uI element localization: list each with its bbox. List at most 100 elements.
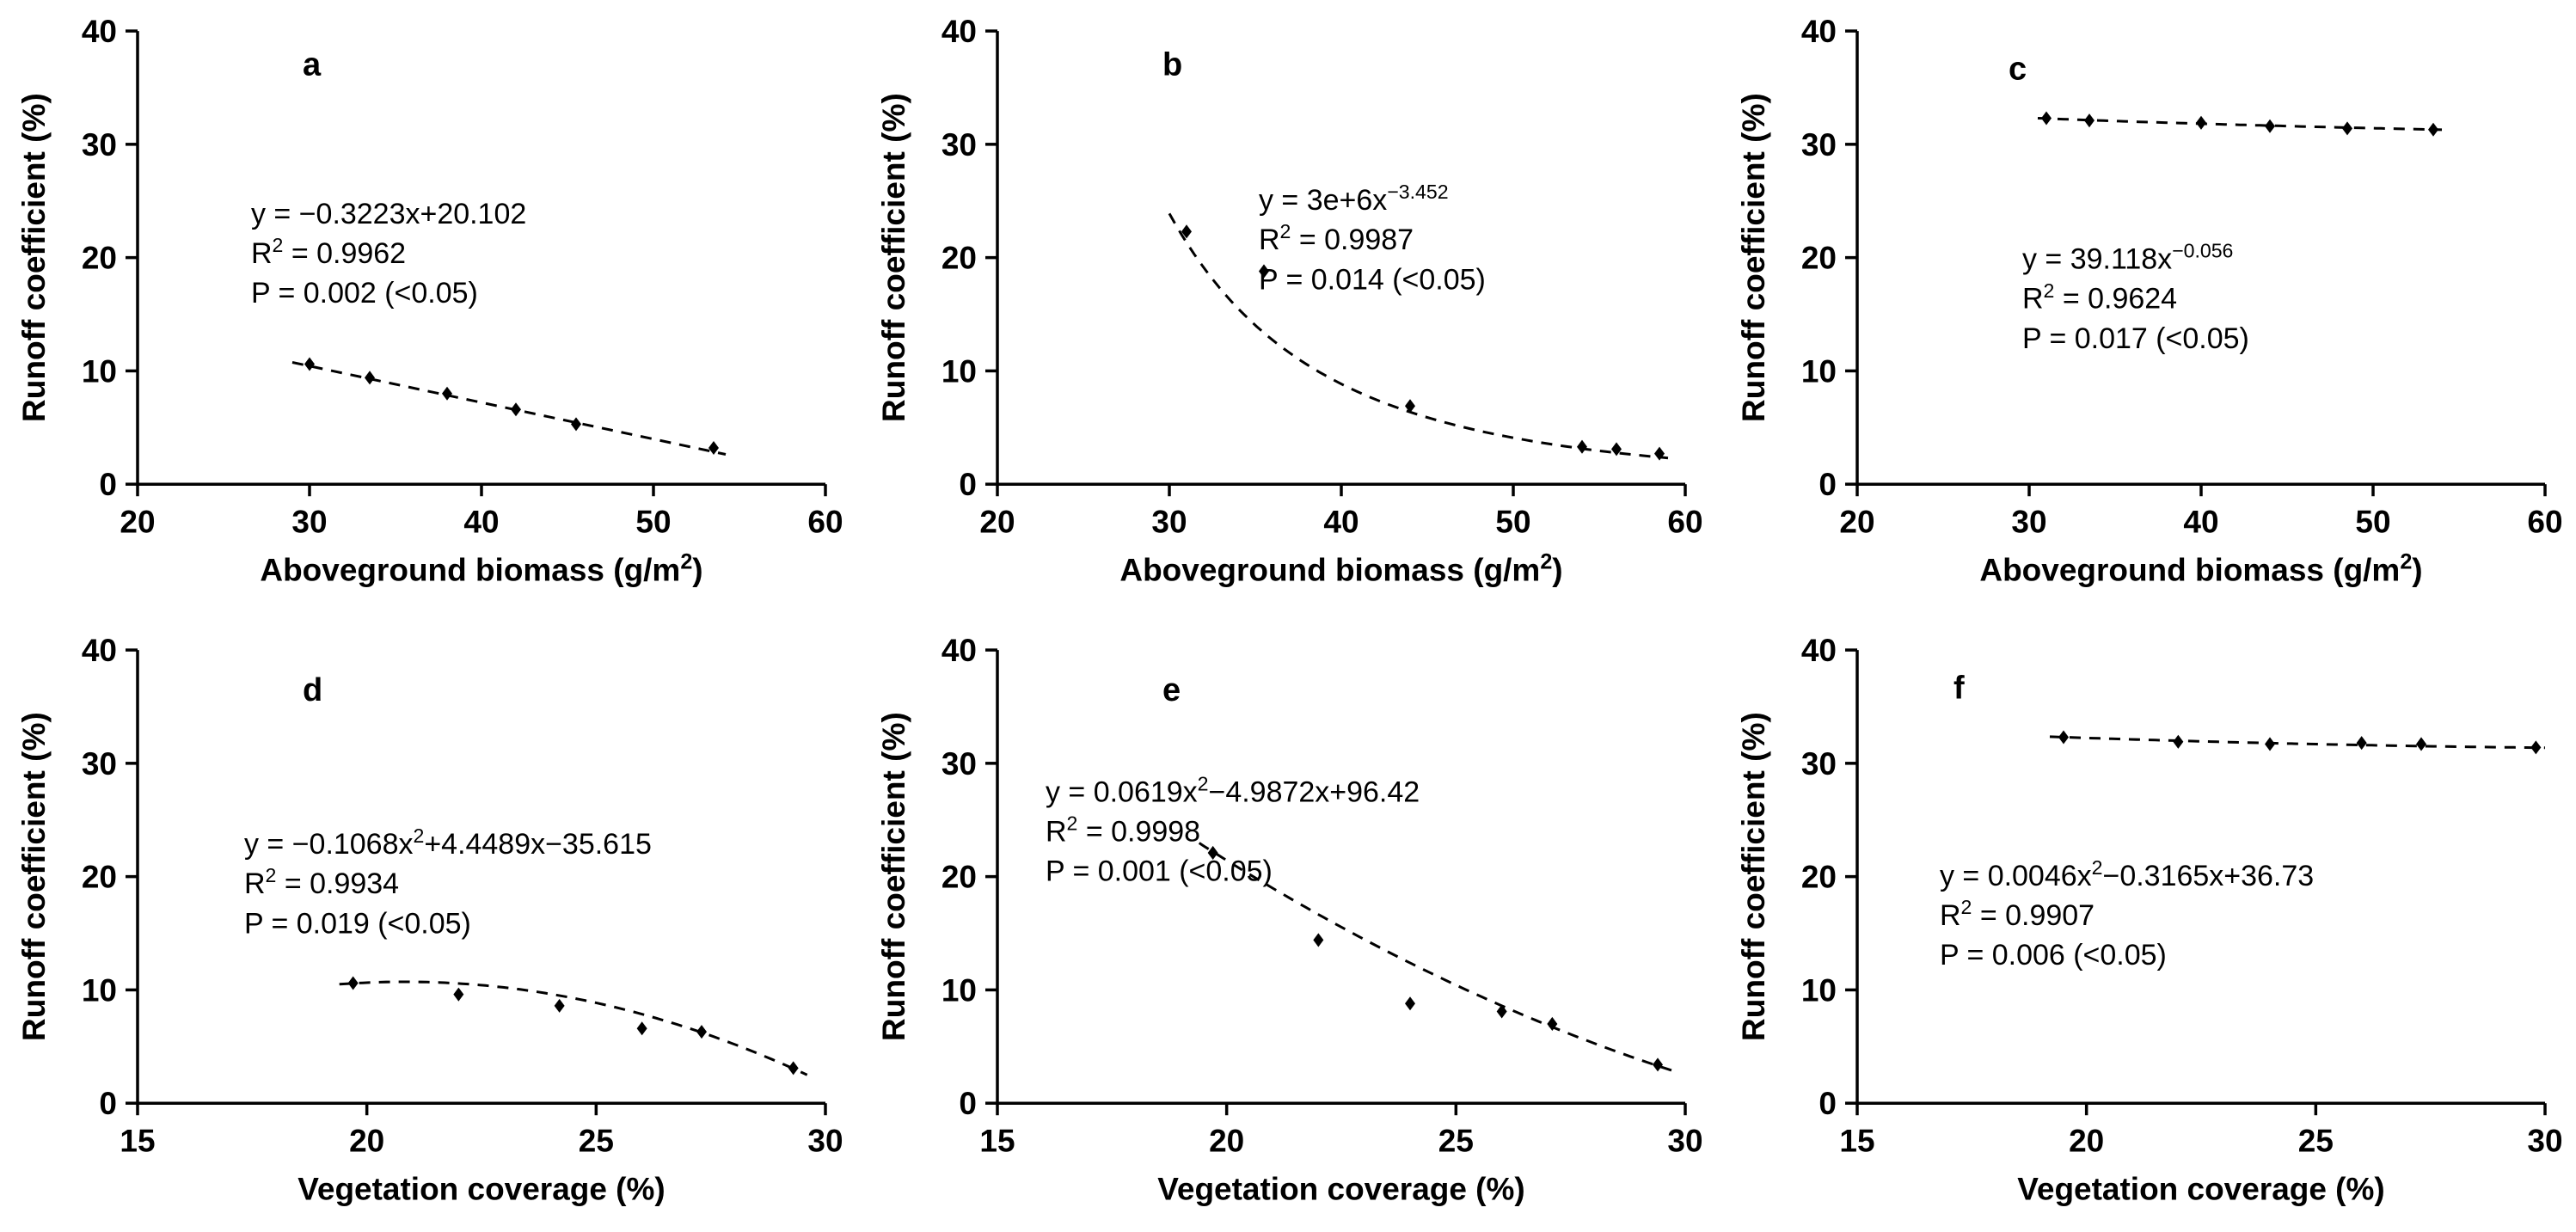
x-tick-label: 25 <box>1438 1122 1474 1158</box>
trend-line <box>1168 212 1669 460</box>
x-tick-label: 15 <box>979 1122 1015 1158</box>
y-tick-label: 10 <box>1801 972 1837 1008</box>
x-axis-title: Vegetation coverage (%) <box>297 1170 665 1206</box>
y-tick-label: 40 <box>941 13 977 49</box>
x-tick-label: 60 <box>807 503 843 539</box>
data-point-marker <box>788 1060 799 1075</box>
x-axis-title: Aboveground biomass (g/m2) <box>260 549 702 587</box>
data-point-marker <box>1547 1016 1558 1031</box>
y-axis-title: Runoff coefficient (%) <box>15 93 52 422</box>
x-tick-label: 40 <box>2183 503 2218 539</box>
data-point-marker <box>2265 736 2275 751</box>
x-tick-label: 15 <box>120 1122 155 1158</box>
panel-letter-c: c <box>2009 52 2027 88</box>
x-tick-label: 30 <box>807 1122 843 1158</box>
y-tick-label: 30 <box>941 745 977 781</box>
panel-letter-b: b <box>1162 46 1182 83</box>
y-tick-label: 20 <box>82 240 117 276</box>
x-tick-label: 50 <box>1495 503 1530 539</box>
data-point-marker <box>511 402 521 417</box>
x-tick-label: 60 <box>1667 503 1702 539</box>
data-point-marker <box>2041 111 2052 126</box>
y-tick-label: 20 <box>1801 858 1837 894</box>
y-tick-label: 10 <box>941 352 977 389</box>
y-tick-label: 0 <box>959 466 977 502</box>
panel-letter-a: a <box>303 46 322 83</box>
y-tick-label: 10 <box>1801 352 1837 389</box>
x-axis-title: Aboveground biomass (g/m2) <box>1119 549 1562 587</box>
data-point-marker <box>1181 224 1192 239</box>
trend-line <box>2037 116 2443 132</box>
data-point-marker <box>1577 439 1587 454</box>
x-tick-label: 30 <box>1151 503 1187 539</box>
panel-f-p-value-text: P = 0.006 (<0.05) <box>1940 939 2167 972</box>
x-tick-label: 20 <box>120 503 155 539</box>
panel-c-equation-text: y = 39.118x−0.056 <box>2022 240 2233 276</box>
data-point-marker <box>2173 734 2184 749</box>
chart-svg-a: 0 10 20 30 40 20 30 40 50 60 Aboveground biomass (… <box>15 13 843 587</box>
x-tick-label: 15 <box>1839 1122 1874 1158</box>
y-tick-label: 0 <box>959 1085 977 1121</box>
x-tick-label: 30 <box>2527 1122 2562 1158</box>
panel-b-r-squared-text: R2 = 0.9987 <box>1259 220 1414 256</box>
x-tick-label: 25 <box>2298 1122 2334 1158</box>
data-point-marker <box>347 975 359 990</box>
chart-panel-f: 0 10 20 30 40 15 20 25 30 Vegetation coverage (%)… <box>1728 624 2567 1228</box>
panel-c-r-squared-text: R2 = 0.9624 <box>2022 279 2177 316</box>
panel-f-equation-text: y = 0.0046x2−0.3165x+36.73 <box>1940 856 2314 892</box>
data-point-marker <box>442 386 452 401</box>
data-point-marker <box>1653 1057 1663 1071</box>
panel-f-r-squared-text: R2 = 0.9907 <box>1940 896 2095 932</box>
chart-svg-f: 0 10 20 30 40 15 20 25 30 Vegetation coverage (%)… <box>1735 632 2563 1206</box>
x-tick-label: 50 <box>635 503 671 539</box>
y-tick-label: 10 <box>941 972 977 1008</box>
y-tick-label: 10 <box>82 972 117 1008</box>
data-point-marker <box>2416 736 2426 751</box>
x-tick-label: 40 <box>1323 503 1359 539</box>
x-tick-label: 50 <box>2355 503 2390 539</box>
data-point-marker <box>636 1021 647 1035</box>
y-tick-label: 0 <box>99 1085 117 1121</box>
data-point-marker <box>708 441 719 456</box>
y-tick-label: 40 <box>82 13 117 49</box>
axis-lines <box>996 31 1685 486</box>
x-tick-label: 60 <box>2527 503 2562 539</box>
data-point-marker <box>2342 121 2352 136</box>
x-tick-label: 20 <box>979 503 1015 539</box>
y-tick-label: 20 <box>941 240 977 276</box>
data-point-marker <box>365 371 375 385</box>
trend-line <box>339 979 808 1076</box>
data-point-marker <box>2428 122 2438 137</box>
axis-lines <box>136 649 825 1105</box>
panel-letter-f: f <box>1953 670 1965 706</box>
data-point-marker <box>696 1024 707 1039</box>
chart-svg-d: 0 10 20 30 40 15 20 25 30 Vegetation coverage (%)… <box>15 632 843 1206</box>
data-point-marker <box>2084 113 2095 128</box>
panel-e-p-value-text: P = 0.001 (<0.05) <box>1046 855 1273 887</box>
y-tick-label: 40 <box>1801 632 1837 668</box>
x-tick-label: 30 <box>2011 503 2046 539</box>
panel-c-p-value-text: P = 0.017 (<0.05) <box>2022 322 2249 355</box>
y-tick-label: 20 <box>82 858 117 894</box>
panel-a-equation-text: y = −0.3223x+20.102 <box>251 198 526 230</box>
y-tick-label: 30 <box>82 126 117 162</box>
chart-panel-d: 0 10 20 30 40 15 20 25 30 Vegetation coverage (%)… <box>9 624 848 1228</box>
panel-e-r-squared-text: R2 = 0.9998 <box>1046 812 1200 848</box>
chart-svg-e: 0 10 20 30 40 15 20 25 30 Vegetation coverage (%)… <box>875 632 1703 1206</box>
chart-panel-c: 0 10 20 30 40 20 30 40 50 60 Aboveground biomass (… <box>1728 5 2567 609</box>
panel-d-equation-text: y = −0.1068x2+4.4489x−35.615 <box>244 824 652 861</box>
x-tick-label: 30 <box>291 503 327 539</box>
y-tick-label: 10 <box>82 352 117 389</box>
data-point-marker <box>304 357 315 371</box>
panel-a-p-value-text: P = 0.002 (<0.05) <box>251 277 478 310</box>
data-point-marker <box>2058 730 2069 745</box>
data-point-marker <box>554 998 565 1013</box>
y-tick-label: 40 <box>941 632 977 668</box>
y-tick-label: 30 <box>1801 745 1837 781</box>
data-point-marker <box>1259 264 1269 279</box>
panel-d-p-value-text: P = 0.019 (<0.05) <box>244 907 471 940</box>
y-tick-label: 20 <box>941 858 977 894</box>
x-tick-label: 20 <box>1209 1122 1244 1158</box>
y-axis-title: Runoff coefficient (%) <box>1735 712 1771 1041</box>
